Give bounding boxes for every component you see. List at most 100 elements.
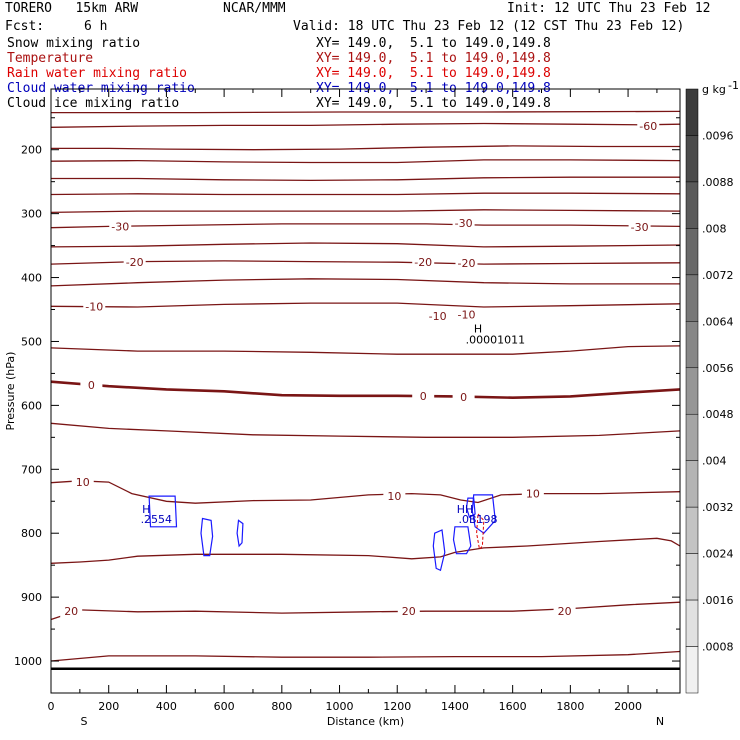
y-tick-label: 400	[21, 272, 42, 285]
contour-label-mask	[109, 219, 132, 233]
x-tick-label: 200	[98, 700, 119, 713]
colorbar-unit-exponent: -1	[728, 79, 739, 92]
colorbar-swatch	[685, 460, 699, 508]
x-tick-label: 600	[214, 700, 235, 713]
colorbar-label: .0096	[702, 129, 734, 142]
colorbar-swatch	[685, 646, 699, 694]
temperature-contour-label: -10	[85, 300, 103, 313]
contour-label-mask	[637, 119, 660, 133]
temperature-contour	[50, 242, 681, 248]
temperature-contour-label: 20	[402, 605, 416, 618]
temperature-contour-label: -20	[414, 256, 432, 269]
colorbar-swatch	[685, 181, 699, 229]
rain-water-contours	[476, 512, 485, 551]
x-axis-south-label: S	[81, 715, 88, 728]
init-time: Init: 12 UTC Thu 23 Feb 12	[507, 1, 711, 16]
y-tick-label: 900	[21, 591, 42, 604]
contour-label-mask	[80, 377, 103, 391]
temperature-contour	[50, 209, 681, 214]
temperature-contour	[50, 601, 681, 621]
temperature-contour	[50, 122, 681, 128]
y-tick-label: 200	[21, 144, 42, 157]
colorbar-swatch	[685, 506, 699, 554]
y-tick-label: 800	[21, 527, 42, 540]
legend-snow-name: Snow mixing ratio	[7, 36, 141, 51]
contour-label-mask	[455, 255, 478, 269]
contour-label-mask	[412, 388, 435, 402]
y-tick-label: 500	[21, 335, 42, 348]
colorbar-swatch	[685, 321, 699, 369]
legend-rain-name: Rain water mixing ratio	[7, 66, 188, 81]
valid-time: Valid: 18 UTC Thu 23 Feb 12 (12 CST Thu …	[293, 19, 685, 34]
contour-label-mask	[412, 255, 435, 269]
y-tick-label: 700	[21, 463, 42, 476]
legend-snow-xy: XY= 149.0, 5.1 to 149.0,149.8	[316, 36, 551, 51]
cloud-water-contour	[236, 519, 244, 548]
temperature-contour-label: 0	[460, 391, 467, 404]
extremum-label: .0B198	[459, 513, 498, 526]
plot-frame	[50, 88, 681, 694]
colorbar-swatch	[685, 135, 699, 183]
temperature-contour	[50, 159, 681, 164]
contour-label-mask	[452, 216, 475, 230]
y-tick-label: 600	[21, 399, 42, 412]
cloud-water-contour	[465, 497, 476, 519]
temperature-contour-label: -20	[458, 257, 476, 270]
colorbar-unit: g kg	[702, 83, 726, 96]
colorbar: .0096 .0088 .008 .0072 .0064 .0056 .0048 .004 .0…	[685, 79, 739, 694]
y-axis-label: Pressure (hPa)	[4, 352, 17, 431]
temperature-contour	[50, 537, 681, 564]
colorbar-label: .0032	[702, 501, 734, 514]
cloud-water-contour	[148, 495, 178, 528]
temperature-contour	[50, 223, 681, 229]
colorbar-label: .0024	[702, 548, 734, 561]
colorbar-swatch	[685, 553, 699, 601]
temperature-contour-label: -10	[429, 310, 447, 323]
colorbar-label: .0056	[702, 362, 734, 375]
extremum-label: .00001011	[466, 334, 526, 347]
temperature-contour	[50, 422, 681, 438]
x-tick-label: 2000	[614, 700, 642, 713]
temperature-contour	[50, 345, 681, 355]
temperature-contour-label: -60	[639, 120, 657, 133]
colorbar-label: .0008	[702, 641, 734, 654]
temperature-contour-label: 0	[88, 379, 95, 392]
contour-label-mask	[123, 255, 146, 269]
colorbar-swatch	[685, 228, 699, 276]
colorbar-swatch	[685, 599, 699, 647]
temperature-contour-label: -10	[458, 309, 476, 322]
colorbar-label: .0088	[702, 176, 734, 189]
contour-label-mask	[455, 307, 478, 321]
temperature-contour	[50, 260, 681, 265]
x-tick-label: 800	[271, 700, 292, 713]
contour-label-mask	[452, 390, 475, 404]
contour-label-mask	[71, 475, 94, 489]
cloud-water-contour	[432, 529, 446, 572]
temperature-contour-label: 10	[387, 490, 401, 503]
temperature-contour-label: -30	[631, 221, 649, 234]
colorbar-swatch	[685, 413, 699, 461]
temperature-contour	[50, 380, 681, 400]
contour-label-mask	[83, 299, 106, 313]
fcst-value: 6 h	[84, 19, 108, 34]
colorbar-label: .0072	[702, 269, 734, 282]
contour-labels: -60 -30 -30 -30 -20 -20 -20 -10 -10 -10 0 0 0 10 10 10 2…	[60, 119, 660, 618]
contour-label-mask	[628, 220, 651, 234]
x-axis-north-label: N	[656, 715, 664, 728]
temperature-contour	[51, 176, 680, 182]
temperature-contour	[51, 145, 680, 151]
x-tick-label: 1800	[556, 700, 584, 713]
legend-temperature-xy: XY= 149.0, 5.1 to 149.0,149.8	[316, 51, 551, 66]
temperature-contour-label: -20	[126, 256, 144, 269]
temperature-contour-label: 0	[420, 390, 427, 403]
cloud-water-contours	[148, 494, 496, 572]
temperature-contour-label: 10	[76, 476, 90, 489]
colorbar-label: .0016	[702, 594, 734, 607]
cloud-water-contour	[200, 517, 214, 557]
temperature-contour-label: -30	[111, 220, 129, 233]
x-tick-label: 1600	[499, 700, 527, 713]
legend-cloudice-name: Cloud ice mixing ratio	[7, 96, 180, 111]
temperature-contour	[50, 302, 681, 308]
colorbar-label: .008	[702, 222, 727, 235]
